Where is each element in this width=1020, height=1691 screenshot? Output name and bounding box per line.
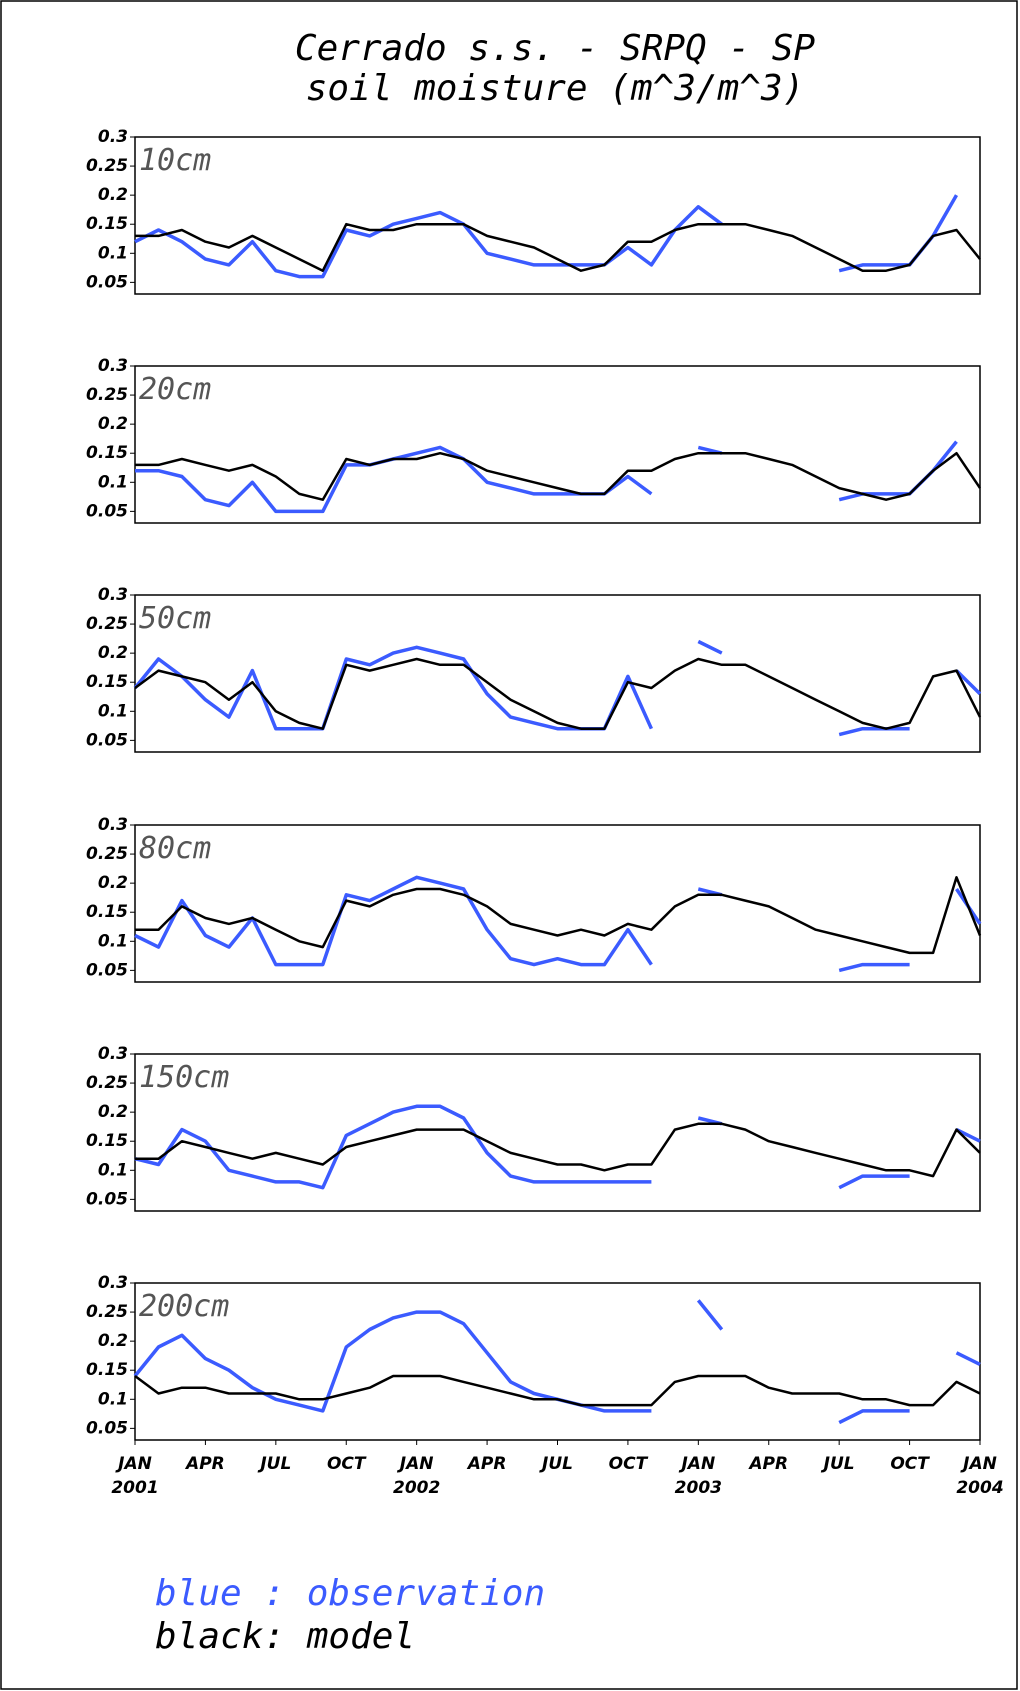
x-tick-label: JAN <box>678 1454 715 1474</box>
series-line <box>134 875 982 973</box>
x-tick-label: APR <box>466 1454 507 1474</box>
y-tick-label: 0.2 <box>98 414 128 434</box>
y-tick-label: 0.05 <box>86 272 128 292</box>
y-tick-label: 0.2 <box>98 873 128 893</box>
x-tick-label: APR <box>747 1454 788 1474</box>
y-tick-label: 0.2 <box>98 1102 128 1122</box>
y-tick-label: 0.1 <box>98 243 128 263</box>
y-tick-label: 0.15 <box>86 214 128 234</box>
chart-subtitle: soil moisture (m^3/m^3) <box>306 68 805 109</box>
y-tick-label: 0.05 <box>86 1189 128 1209</box>
series-line <box>135 451 982 501</box>
x-tick-label: OCT <box>890 1454 930 1474</box>
x-tick-label: JUL <box>821 1454 855 1474</box>
panel-label: 10cm <box>139 143 211 178</box>
series-line <box>133 639 982 737</box>
series-line <box>134 194 959 279</box>
y-tick-label: 0.15 <box>86 1360 128 1380</box>
x-year-label: 2003 <box>675 1478 722 1498</box>
x-tick-label: JUL <box>257 1454 291 1474</box>
panel-label: 50cm <box>139 601 211 636</box>
y-tick-label: 0.1 <box>98 472 128 492</box>
plot-frame <box>134 1053 981 1212</box>
x-year-label: 2002 <box>393 1478 440 1498</box>
y-tick-label: 0.3 <box>98 1273 128 1293</box>
plot-frame <box>134 824 981 983</box>
y-tick-label: 0.15 <box>86 672 128 692</box>
y-tick-label: 0.05 <box>86 960 128 980</box>
y-tick-label: 0.2 <box>98 643 128 663</box>
y-tick-label: 0.05 <box>86 730 128 750</box>
panel-label: 20cm <box>139 372 211 407</box>
y-tick-label: 0.2 <box>98 1331 128 1351</box>
y-tick-label: 0.3 <box>98 356 128 376</box>
panel-label: 150cm <box>139 1060 229 1095</box>
y-tick-label: 0.25 <box>86 156 128 176</box>
y-tick-label: 0.1 <box>98 931 128 951</box>
legend-entry: blue : observation <box>155 1573 545 1614</box>
y-tick-label: 0.2 <box>98 185 128 205</box>
series-line <box>134 1374 981 1407</box>
plot-frame <box>134 136 981 295</box>
y-tick-label: 0.15 <box>86 1131 128 1151</box>
series-line <box>135 1122 981 1178</box>
series-line <box>135 222 981 272</box>
y-tick-label: 0.25 <box>86 385 128 405</box>
y-tick-label: 0.05 <box>86 501 128 521</box>
series-line <box>134 1104 981 1190</box>
y-tick-label: 0.25 <box>86 844 128 864</box>
series-line <box>135 876 982 955</box>
series-line <box>133 1299 981 1425</box>
x-tick-label: OCT <box>609 1454 649 1474</box>
y-tick-label: 0.25 <box>86 1302 128 1322</box>
y-tick-label: 0.05 <box>86 1418 128 1438</box>
legend-entry: black: model <box>155 1616 415 1657</box>
chart-title: Cerrado s.s. - SRPQ - SP <box>295 28 815 69</box>
y-tick-label: 0.3 <box>98 585 128 605</box>
panel-label: 200cm <box>139 1289 229 1324</box>
y-tick-label: 0.1 <box>98 701 128 721</box>
x-tick-label: JUL <box>539 1454 573 1474</box>
panel-label: 80cm <box>139 831 211 866</box>
x-year-label: 2004 <box>956 1478 1003 1498</box>
series-line <box>135 440 958 514</box>
plot-frame <box>134 594 981 753</box>
y-tick-label: 0.15 <box>86 902 128 922</box>
y-tick-label: 0.15 <box>86 443 128 463</box>
y-tick-label: 0.25 <box>86 1073 128 1093</box>
y-tick-label: 0.25 <box>86 614 128 634</box>
x-tick-label: APR <box>184 1454 225 1474</box>
y-tick-label: 0.3 <box>98 815 128 835</box>
plot-frame <box>134 365 981 524</box>
y-tick-label: 0.3 <box>98 1044 128 1064</box>
x-tick-label: JAN <box>115 1454 152 1474</box>
x-tick-label: JAN <box>960 1454 997 1474</box>
x-tick-label: OCT <box>327 1454 367 1474</box>
series-line <box>134 657 982 730</box>
x-tick-label: JAN <box>397 1454 434 1474</box>
y-tick-label: 0.1 <box>98 1389 128 1409</box>
x-year-label: 2001 <box>111 1478 158 1498</box>
y-tick-label: 0.1 <box>98 1160 128 1180</box>
y-tick-label: 0.3 <box>98 127 128 147</box>
